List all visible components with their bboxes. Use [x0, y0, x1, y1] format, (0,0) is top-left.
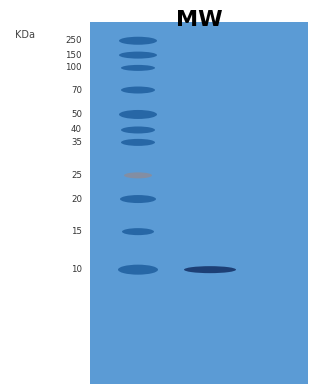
Text: KDa: KDa [15, 30, 35, 40]
Ellipse shape [119, 37, 157, 45]
Text: MW: MW [176, 10, 222, 30]
Ellipse shape [118, 265, 158, 275]
Ellipse shape [121, 65, 155, 71]
Ellipse shape [121, 139, 155, 146]
Text: 10: 10 [71, 265, 82, 274]
Text: 250: 250 [65, 36, 82, 45]
Ellipse shape [119, 52, 157, 59]
Text: 40: 40 [71, 125, 82, 135]
Text: 25: 25 [71, 171, 82, 180]
Ellipse shape [184, 266, 236, 273]
Text: 150: 150 [65, 50, 82, 60]
Text: 20: 20 [71, 194, 82, 204]
Ellipse shape [121, 126, 155, 133]
Ellipse shape [121, 87, 155, 94]
Text: 15: 15 [71, 227, 82, 236]
Text: 70: 70 [71, 85, 82, 95]
Text: 35: 35 [71, 138, 82, 147]
Ellipse shape [120, 195, 156, 203]
Text: 50: 50 [71, 110, 82, 119]
Ellipse shape [119, 110, 157, 119]
Text: 100: 100 [65, 63, 82, 73]
Ellipse shape [124, 172, 152, 178]
Bar [90, 22, 308, 384]
Ellipse shape [122, 228, 154, 235]
